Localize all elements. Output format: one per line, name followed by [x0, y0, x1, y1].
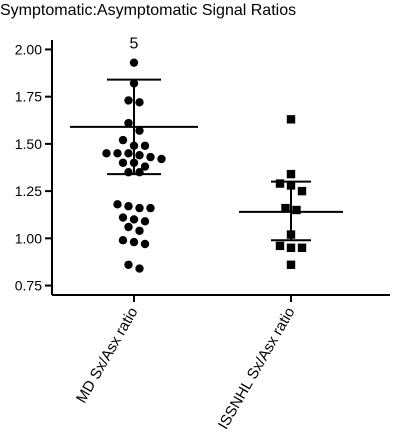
data-point-circle [140, 217, 150, 226]
data-point-circle [135, 226, 144, 235]
data-point-circle [129, 58, 139, 67]
data-point-circle [118, 236, 128, 245]
data-point-circle [118, 135, 128, 145]
data-point-circle [135, 126, 144, 135]
data-point-circle [102, 149, 111, 158]
data-point-circle [135, 203, 144, 213]
data-point-square [281, 203, 290, 213]
data-point-circle [124, 202, 133, 211]
data-point-circle [129, 215, 139, 224]
data-point-circle [113, 200, 122, 209]
data-point-circle [135, 168, 144, 177]
y-tick-label: 1.00 [15, 230, 42, 246]
data-point-square [297, 243, 307, 252]
data-point-square [297, 186, 307, 196]
data-point-circle [113, 149, 122, 158]
data-point-circle [140, 162, 150, 171]
data-point-circle [124, 118, 133, 128]
y-tick-label: 2.00 [15, 41, 42, 57]
axis-labels: 0.75 1.00 1.25 1.50 1.75 2.00 MD Sx/Asx ratio I… [15, 36, 299, 433]
annotation-label: 5 [130, 36, 139, 53]
data-point-circle [118, 158, 128, 167]
x-category-label: MD Sx/Asx ratio [73, 305, 141, 407]
data-point-square [286, 260, 296, 269]
data-point-circle [124, 149, 133, 158]
data-point-circle [135, 264, 144, 273]
data-point-circle [118, 213, 128, 222]
mean-sd-bars [70, 78, 343, 242]
data-point-circle [140, 141, 150, 150]
data-point-square [286, 169, 296, 179]
data-points [102, 58, 307, 273]
data-point-circle [135, 151, 144, 160]
data-point-square [286, 243, 296, 252]
data-point-circle [146, 203, 155, 213]
data-point-circle [124, 96, 133, 105]
data-point-circle [157, 154, 166, 164]
y-tick-label: 1.75 [15, 89, 42, 105]
y-tick-label: 1.25 [15, 183, 42, 199]
data-point-circle [135, 98, 144, 107]
data-point-circle [124, 222, 133, 232]
y-tick-label: 0.75 [15, 278, 42, 294]
data-point-circle [140, 239, 150, 249]
data-point-circle [124, 260, 133, 269]
chart-title: Symptomatic:Asymptomatic Signal Ratios [0, 2, 297, 19]
axes [45, 40, 390, 302]
y-tick-label: 1.50 [15, 136, 42, 152]
data-point-circle [129, 237, 139, 247]
data-point-circle [124, 168, 133, 177]
data-point-square [292, 205, 301, 215]
x-category-label: ISSNHL Sx/Asx ratio [215, 305, 299, 433]
data-point-square [286, 115, 296, 124]
data-point-circle [146, 152, 155, 162]
data-point-square [275, 179, 285, 188]
data-point-square [275, 241, 285, 251]
